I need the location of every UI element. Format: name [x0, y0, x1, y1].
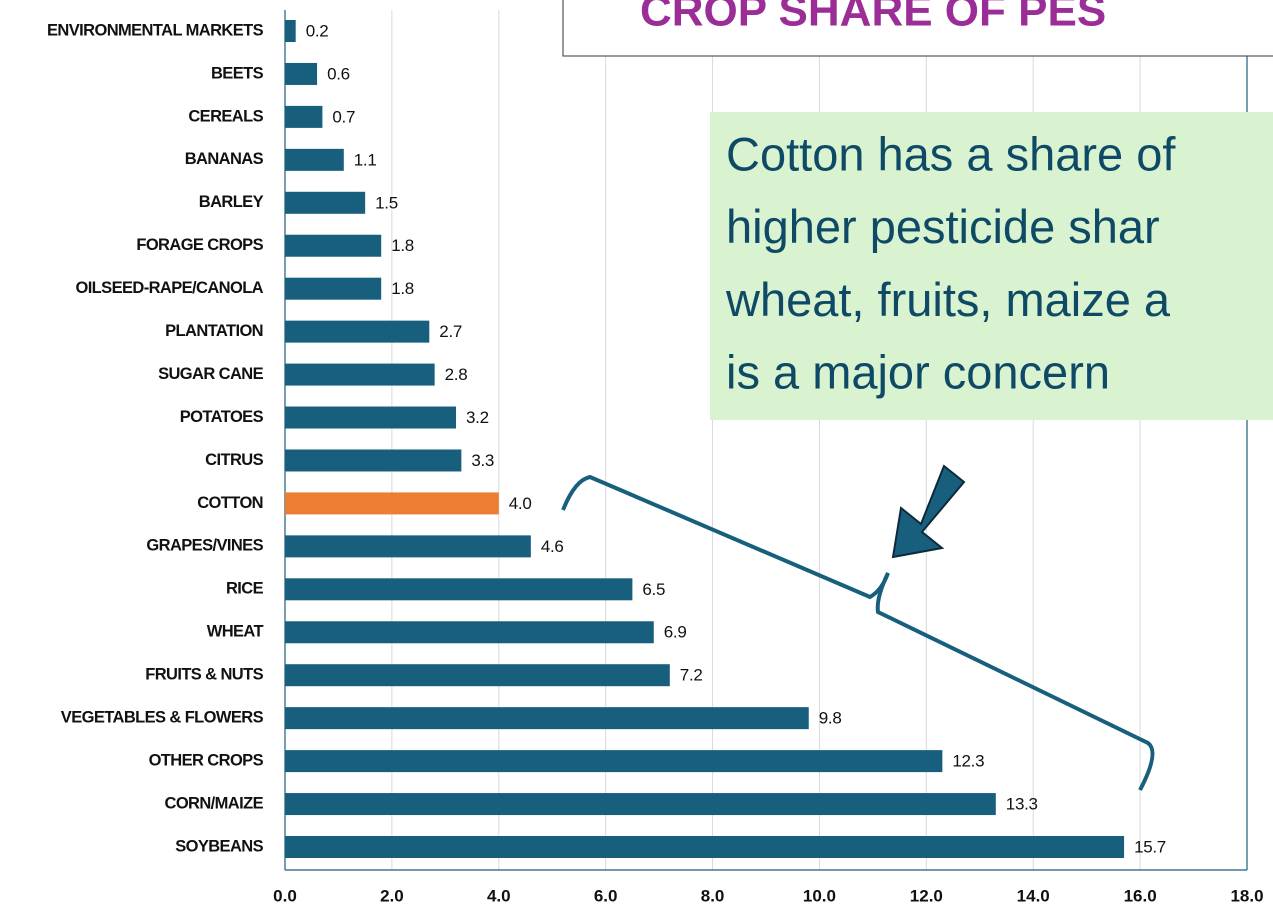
category-label: RICE: [226, 580, 264, 598]
x-tick-label: 6.0: [594, 886, 618, 905]
annotation-line: Cotton has a share of: [726, 127, 1176, 180]
value-label: 1.8: [391, 279, 414, 298]
bar: [285, 621, 654, 644]
bar: [285, 363, 435, 386]
brace: [561, 474, 1155, 791]
category-label: FRUITS & NUTS: [145, 666, 263, 684]
bar: [285, 535, 531, 558]
bar: [285, 750, 943, 773]
category-label: OILSEED-RAPE/CANOLA: [75, 279, 263, 297]
annotation-line: is a major concern: [726, 346, 1110, 399]
value-label: 6.5: [642, 580, 665, 599]
category-label: WHEAT: [207, 623, 264, 641]
x-tick-label: 4.0: [487, 886, 511, 905]
category-label: ENVIRONMENTAL MARKETS: [47, 21, 264, 39]
bar: [285, 664, 670, 687]
chart-title: CROP SHARE OF PES: [640, 0, 1106, 36]
value-label: 0.7: [332, 107, 355, 126]
arrow: [891, 464, 966, 559]
category-label: FORAGE CROPS: [136, 236, 263, 254]
category-label: CEREALS: [188, 107, 263, 125]
bar: [285, 62, 318, 85]
category-label: CITRUS: [205, 451, 263, 469]
x-tick-label: 2.0: [380, 886, 404, 905]
title-box: [562, 0, 1273, 57]
category-label: COTTON: [197, 494, 263, 512]
category-label: BEETS: [211, 64, 264, 82]
x-tick-label: 12.0: [910, 886, 943, 905]
value-label: 2.7: [439, 322, 462, 341]
bar: [285, 320, 430, 343]
value-label: 6.9: [664, 623, 687, 642]
bar: [285, 105, 323, 128]
category-label: POTATOES: [180, 408, 264, 426]
bar: [285, 277, 382, 300]
bar: [285, 836, 1125, 858]
category-label: BARLEY: [199, 193, 264, 211]
category-label: OTHER CROPS: [149, 751, 264, 769]
bar: [285, 234, 382, 257]
value-label: 1.1: [354, 150, 377, 169]
bar: [285, 191, 366, 214]
category-label: PLANTATION: [165, 322, 263, 340]
value-label: 4.6: [541, 537, 564, 556]
category-label: GRAPES/VINES: [146, 537, 263, 555]
value-label: 1.8: [391, 236, 414, 255]
annotation-line: wheat, fruits, maize a: [725, 273, 1171, 326]
annotation-box: [710, 112, 1273, 420]
value-label: 4.0: [509, 494, 532, 513]
value-label: 13.3: [1006, 795, 1038, 814]
x-tick-label: 8.0: [701, 886, 725, 905]
bar: [285, 578, 633, 601]
bar: [285, 406, 457, 429]
x-tick-label: 14.0: [1017, 886, 1050, 905]
value-label: 12.3: [952, 752, 984, 771]
x-tick-label: 16.0: [1124, 886, 1157, 905]
value-label: 9.8: [819, 709, 842, 728]
x-tick-label: 10.0: [803, 886, 836, 905]
bar: [285, 707, 809, 730]
annotation-line: higher pesticide shar: [726, 200, 1160, 253]
value-label: 3.3: [471, 451, 494, 470]
bar: [285, 492, 499, 515]
value-label: 2.8: [445, 365, 468, 384]
annotation: Cotton has a share of higher pesticide sh…: [725, 127, 1176, 398]
category-label: CORN/MAIZE: [165, 794, 264, 812]
category-label: SUGAR CANE: [158, 365, 264, 383]
category-label: VEGETABLES & FLOWERS: [61, 709, 264, 727]
value-label: 0.2: [306, 21, 329, 40]
category-label: SOYBEANS: [175, 837, 263, 855]
value-label: 1.5: [375, 193, 398, 212]
value-label: 7.2: [680, 666, 703, 685]
bar: [285, 793, 996, 816]
value-label: 3.2: [466, 408, 489, 427]
bar: [285, 20, 296, 42]
bar: [285, 148, 344, 171]
category-label: BANANAS: [185, 150, 264, 168]
x-tick-label: 18.0: [1230, 886, 1263, 905]
x-tick-label: 0.0: [273, 886, 297, 905]
bar: [285, 449, 462, 472]
value-label: 0.6: [327, 64, 350, 83]
value-label: 15.7: [1134, 837, 1166, 856]
